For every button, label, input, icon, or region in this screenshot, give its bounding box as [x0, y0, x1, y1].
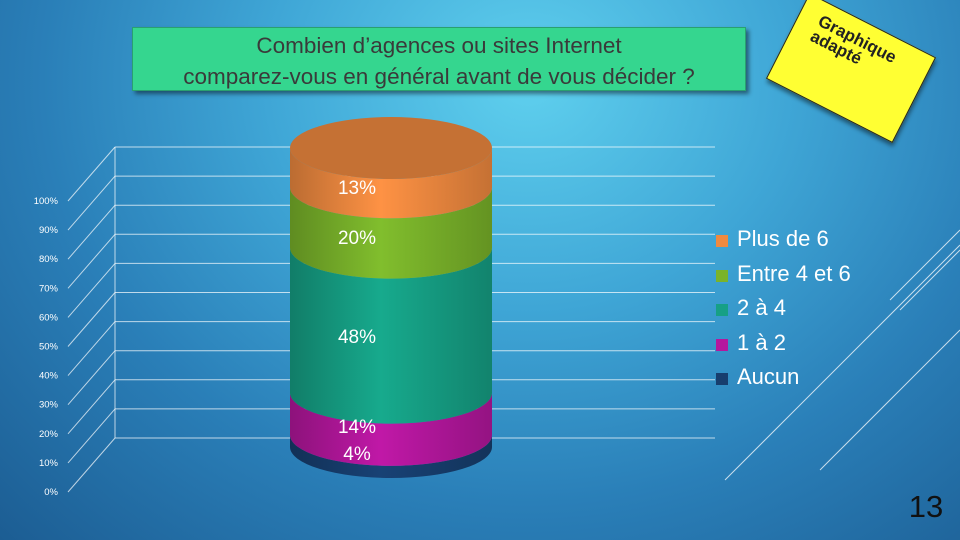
- legend-label: 2 à 4: [737, 295, 786, 320]
- y-tick-label: 40%: [39, 371, 59, 382]
- legend-swatch: [716, 269, 728, 282]
- legend-swatch: [716, 338, 728, 351]
- y-tick-label: 80%: [39, 254, 59, 265]
- page-number: 13: [908, 489, 944, 524]
- legend-label: 1 à 2: [737, 329, 786, 355]
- y-tick-label: 20%: [39, 429, 59, 440]
- cylinder-top-cap: [290, 117, 492, 179]
- bar-segment-2-4: [290, 247, 492, 424]
- legend-label: Plus de 6: [737, 226, 829, 251]
- chart-title-box: Combien d’agences ou sites Internet comp…: [132, 27, 746, 91]
- data-label: 48%: [338, 327, 376, 348]
- gridline-diagonal: [67, 292, 116, 347]
- gridline-diagonal: [67, 263, 116, 318]
- legend-label: Entre 4 et 6: [737, 260, 851, 286]
- y-tick-label: 10%: [39, 458, 59, 469]
- bar-segment-aucun: [290, 434, 492, 478]
- gridline-diagonal: [67, 233, 116, 289]
- chart-title-line-1: Combien d’agences ou sites Internet: [256, 33, 622, 58]
- y-tick-label: 100%: [34, 196, 59, 207]
- y-tick-label: 90%: [39, 225, 59, 236]
- gridline-diagonal: [67, 437, 116, 493]
- gridline-diagonal: [67, 350, 116, 406]
- y-tick-label: 50%: [39, 342, 59, 353]
- gridline-diagonal: [67, 175, 116, 231]
- y-axis-ticks: 0% 10% 20% 30% 40% 50% 60% 70% 80% 90% 100%: [34, 196, 59, 498]
- gridline-diagonal: [67, 321, 116, 376]
- data-labels: 4% 14% 48% 20% 13%: [338, 178, 376, 465]
- data-label: 4%: [343, 444, 371, 465]
- legend-swatch: [716, 304, 728, 316]
- legend-label: Aucun: [737, 364, 800, 389]
- chart-title-line-2: comparez-vous en général avant de vous d…: [183, 64, 695, 89]
- y-tick-label: 0%: [44, 487, 58, 498]
- legend-swatch: [716, 235, 728, 247]
- y-tick-label: 60%: [39, 312, 59, 323]
- data-label: 14%: [338, 417, 376, 438]
- data-label: 13%: [338, 178, 376, 199]
- bar-segment-entre-4-et-6: [290, 187, 492, 279]
- gridline-diagonal: [67, 379, 116, 435]
- bar-segment-1-2: [290, 392, 492, 466]
- y-tick-label: 30%: [39, 400, 59, 411]
- gridline-diagonal: [67, 146, 116, 202]
- gridline-diagonal: [67, 408, 116, 464]
- data-label: 20%: [338, 228, 376, 249]
- gridline-diagonal: [67, 204, 116, 260]
- chart-bars: [290, 117, 492, 478]
- y-tick-label: 70%: [39, 283, 59, 294]
- legend-swatch: [716, 373, 728, 385]
- bar-segment-plus-de-6: [290, 148, 492, 219]
